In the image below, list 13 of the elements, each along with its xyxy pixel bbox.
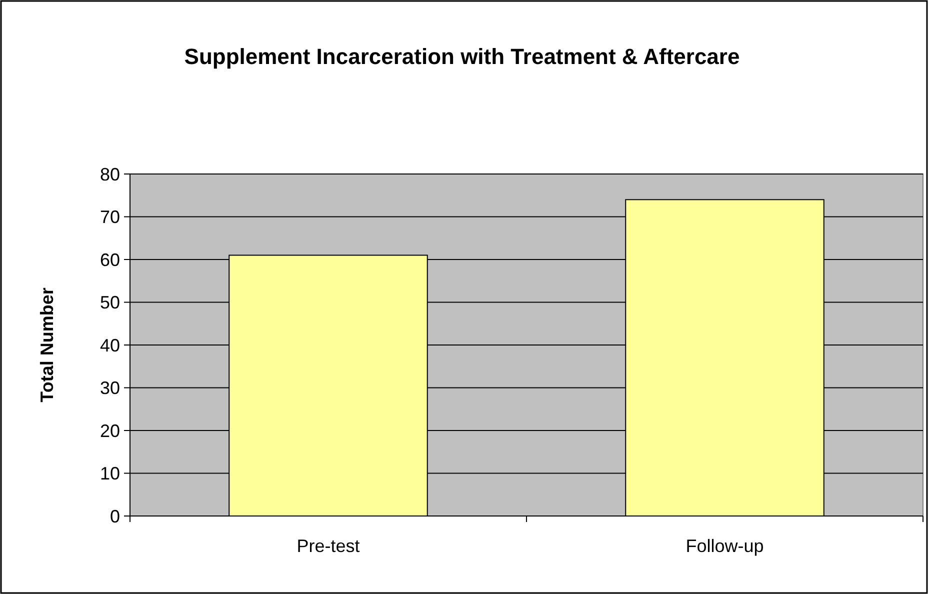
chart-title: Supplement Incarceration with Treatment & Aftercare — [184, 44, 740, 69]
y-tick-label: 80 — [100, 164, 120, 184]
y-tick-label: 20 — [100, 420, 120, 441]
y-tick-label: 40 — [100, 335, 120, 356]
y-tick-label: 70 — [100, 207, 120, 228]
y-tick-label: 0 — [110, 506, 120, 526]
y-tick-label: 10 — [100, 464, 120, 484]
x-tick-label: Pre-test — [296, 536, 360, 556]
y-tick-label: 60 — [100, 250, 120, 270]
y-axis-title: Total Number — [37, 288, 57, 402]
y-tick-label: 30 — [100, 378, 120, 398]
x-tick-label: Follow-up — [686, 536, 764, 556]
y-tick-label: 50 — [100, 292, 120, 313]
